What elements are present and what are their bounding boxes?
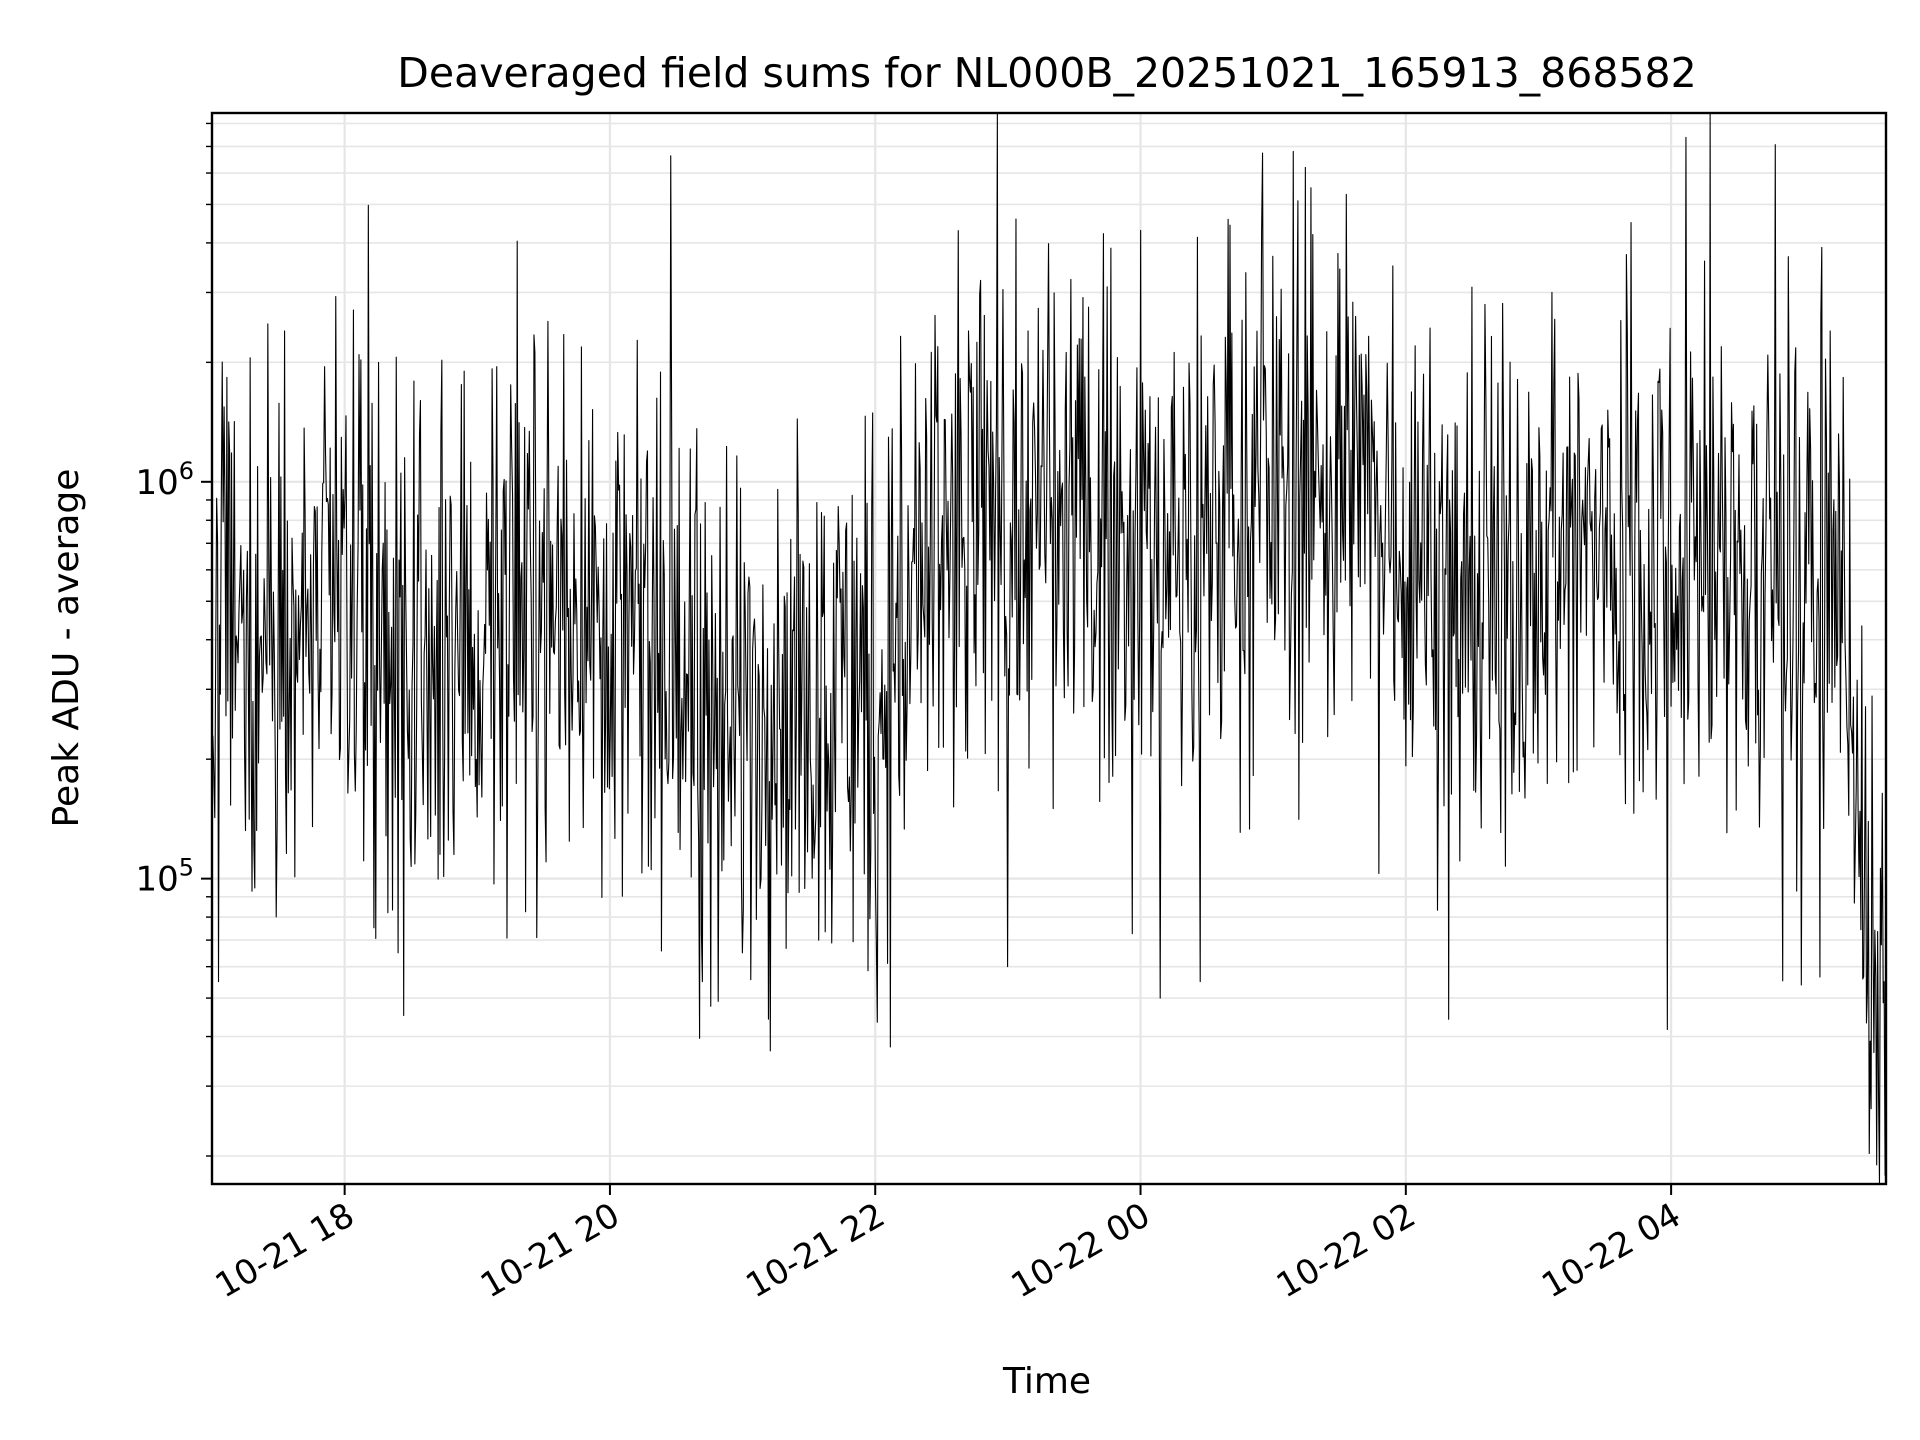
x-tick-label: 10-21 20 <box>474 1195 626 1306</box>
y-axis-label: Peak ADU - average <box>46 469 87 828</box>
x-tick-label: 10-21 18 <box>209 1195 361 1306</box>
x-axis-label: Time <box>1002 1361 1091 1402</box>
x-tick-label: 10-22 04 <box>1535 1195 1687 1306</box>
x-tick-label: 10-22 02 <box>1270 1195 1422 1306</box>
y-tick-label: 105 <box>135 854 194 900</box>
series-path-deaveraged-field-sums <box>211 112 1887 1185</box>
x-axis: 10-21 18 10-21 20 10-21 22 10-22 00 10-22 02… <box>209 1184 1688 1306</box>
plot-frame <box>210 111 1888 1186</box>
y-tick-label: 106 <box>135 457 194 503</box>
x-tick-label: 10-22 00 <box>1005 1195 1157 1306</box>
chart-title: Deaveraged field sums for NL000B_2025102… <box>397 49 1696 97</box>
y-axis: 105 106 <box>135 122 212 1157</box>
x-tick-label: 10-21 22 <box>739 1195 891 1306</box>
series-line <box>211 112 1887 1185</box>
